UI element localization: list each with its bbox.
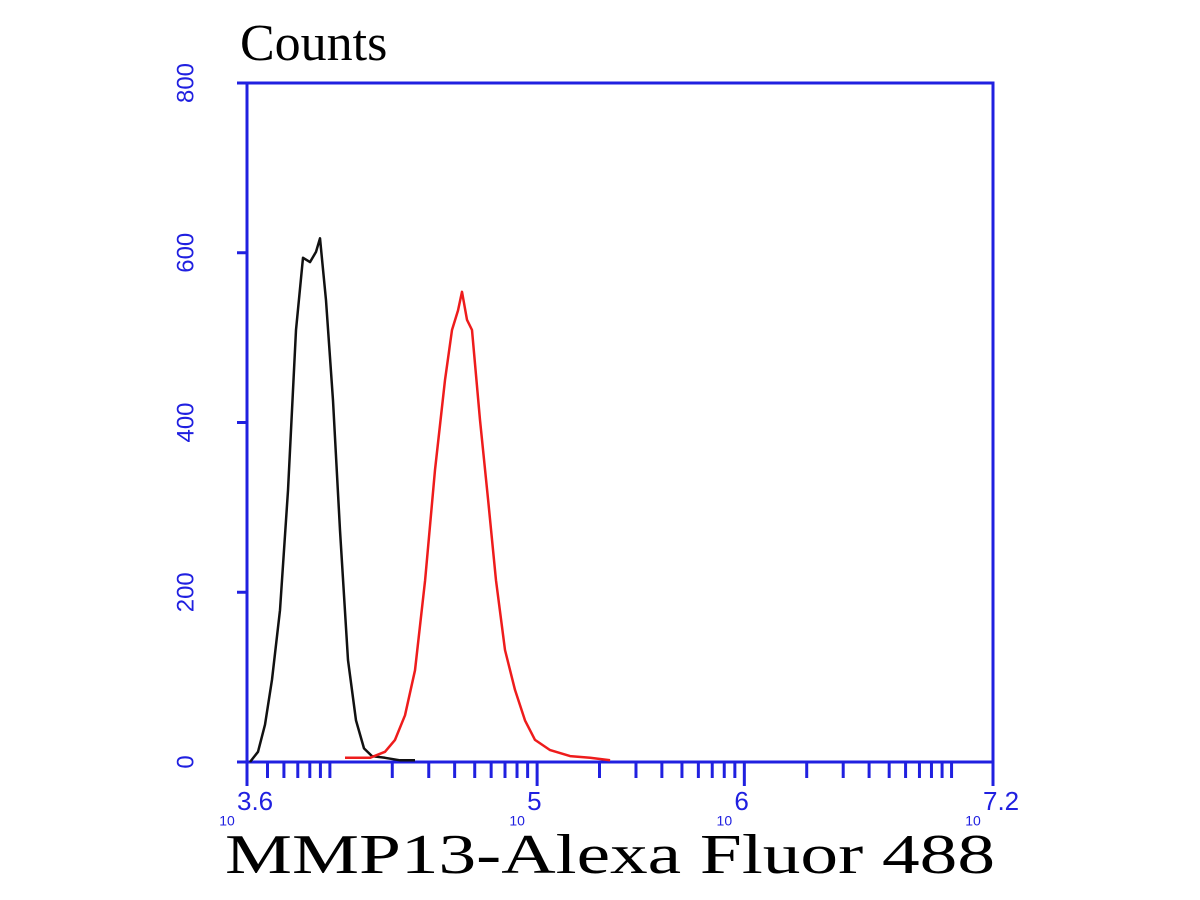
y-tick-label: 800 <box>172 63 199 103</box>
plot-frame <box>245 81 995 764</box>
x-tick-base: 10 <box>717 813 733 829</box>
histogram-line <box>345 290 611 762</box>
x-tick-power: 6 <box>734 786 748 816</box>
x-tick-power: 7.2 <box>983 786 1019 816</box>
y-tick-label: 200 <box>172 572 199 612</box>
x-tick-base: 10 <box>965 813 981 829</box>
x-tick-base: 10 <box>219 813 235 829</box>
y-title: Counts <box>240 15 387 72</box>
x-tick-power: 5 <box>527 786 541 816</box>
histogram-line <box>249 237 415 763</box>
x-tick-base: 10 <box>509 813 525 829</box>
y-tick-label: 600 <box>172 233 199 273</box>
y-tick-label: 0 <box>172 755 199 768</box>
y-tick-label: 400 <box>172 402 199 442</box>
x-tick-power: 3.6 <box>237 786 273 816</box>
x-title: MMP13-Alexa Fluor 488 <box>225 824 995 886</box>
